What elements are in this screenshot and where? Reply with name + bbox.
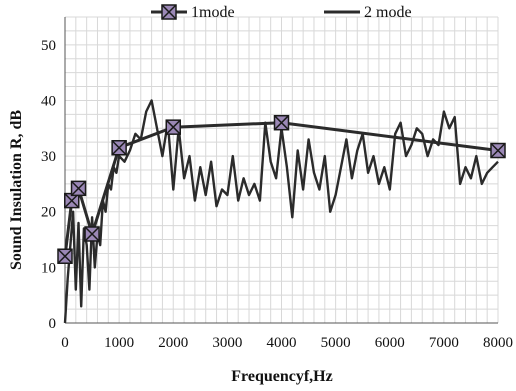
y-tick-label: 30 [41,149,56,165]
series [57,99,506,324]
x-tick-label: 2000 [158,335,188,351]
x-tick-label: 5000 [321,335,351,351]
legend: 1mode 2 mode [151,4,412,21]
legend-marker-1mode [161,4,177,20]
x-tick-label: 3000 [212,335,242,351]
series-1mode-point [165,119,181,135]
y-tick-label: 0 [49,316,57,332]
marker-cross [490,142,506,159]
series-1mode-point [84,226,100,242]
legend-label-1mode: 1mode [191,4,235,21]
marker-cross [273,115,290,131]
marker-cross [111,140,127,156]
y-axis-title: Sound Insulation R, dB [8,110,25,270]
x-tick-label: 7000 [429,335,459,351]
x-tick-label: 1000 [104,335,134,351]
x-axis-title: Frequencyf,Hz [231,368,332,385]
y-tick-label: 40 [41,93,56,109]
x-tick-label: 6000 [375,335,405,351]
series-1mode-point [70,180,87,197]
y-tick-label: 50 [41,38,56,54]
series-1mode-point [57,248,73,264]
series-1mode-point [111,139,127,156]
marker-cross [57,248,73,264]
tick-labels: 0 1000 2000 3000 4000 5000 6000 7000 8000 0 10 20 30… [41,38,513,351]
marker-cross [161,4,177,20]
axes [64,17,498,324]
x-tick-label: 8000 [483,335,513,351]
series-1mode-point [490,142,506,159]
series-line-2-mode [63,99,499,324]
marker-cross [165,119,181,135]
y-tick-label: 10 [41,260,56,276]
y-tick-label: 20 [41,205,56,221]
x-tick-label: 0 [61,335,69,351]
grid [64,16,499,324]
x-tick-label: 4000 [267,335,297,351]
marker-cross [71,180,87,196]
marker-cross [84,226,100,242]
legend-label-2-mode: 2 mode [364,4,412,21]
series-1mode-point [273,114,290,131]
